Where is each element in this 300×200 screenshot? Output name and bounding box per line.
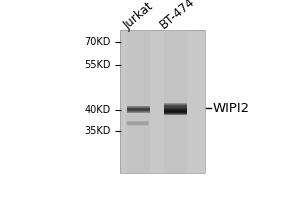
Bar (164, 108, 188, 109)
Bar (164, 109, 188, 110)
Bar (127, 106, 150, 107)
Bar (164, 113, 188, 114)
Bar (127, 109, 150, 110)
Text: 70KD: 70KD (84, 37, 111, 47)
Bar (164, 107, 188, 108)
Bar (127, 112, 150, 113)
Bar (164, 107, 188, 108)
Bar (164, 114, 188, 115)
Bar (164, 106, 188, 107)
Bar (164, 30, 188, 173)
Bar (164, 113, 188, 114)
Bar (164, 103, 188, 104)
Bar (164, 112, 188, 113)
Bar (164, 108, 188, 109)
Bar (164, 111, 188, 112)
Bar (164, 111, 188, 112)
Bar (164, 109, 188, 110)
Bar (164, 112, 188, 113)
Text: 55KD: 55KD (84, 60, 111, 70)
Bar (164, 110, 188, 111)
Text: Jurkat: Jurkat (121, 0, 156, 32)
Bar (120, 30, 205, 173)
Bar (127, 107, 150, 108)
FancyBboxPatch shape (127, 121, 148, 125)
Bar (164, 108, 188, 109)
Text: WIPI2: WIPI2 (213, 102, 250, 115)
Bar (164, 114, 188, 115)
Bar (127, 108, 150, 109)
Bar (127, 110, 150, 111)
Bar (164, 104, 188, 105)
Text: 40KD: 40KD (85, 105, 111, 115)
Bar (127, 111, 150, 112)
Bar (164, 110, 188, 111)
Bar (127, 30, 150, 173)
Bar (164, 105, 188, 106)
Text: 35KD: 35KD (84, 126, 111, 136)
Bar (120, 30, 205, 173)
Text: BT-474: BT-474 (157, 0, 197, 32)
Bar (164, 109, 188, 110)
